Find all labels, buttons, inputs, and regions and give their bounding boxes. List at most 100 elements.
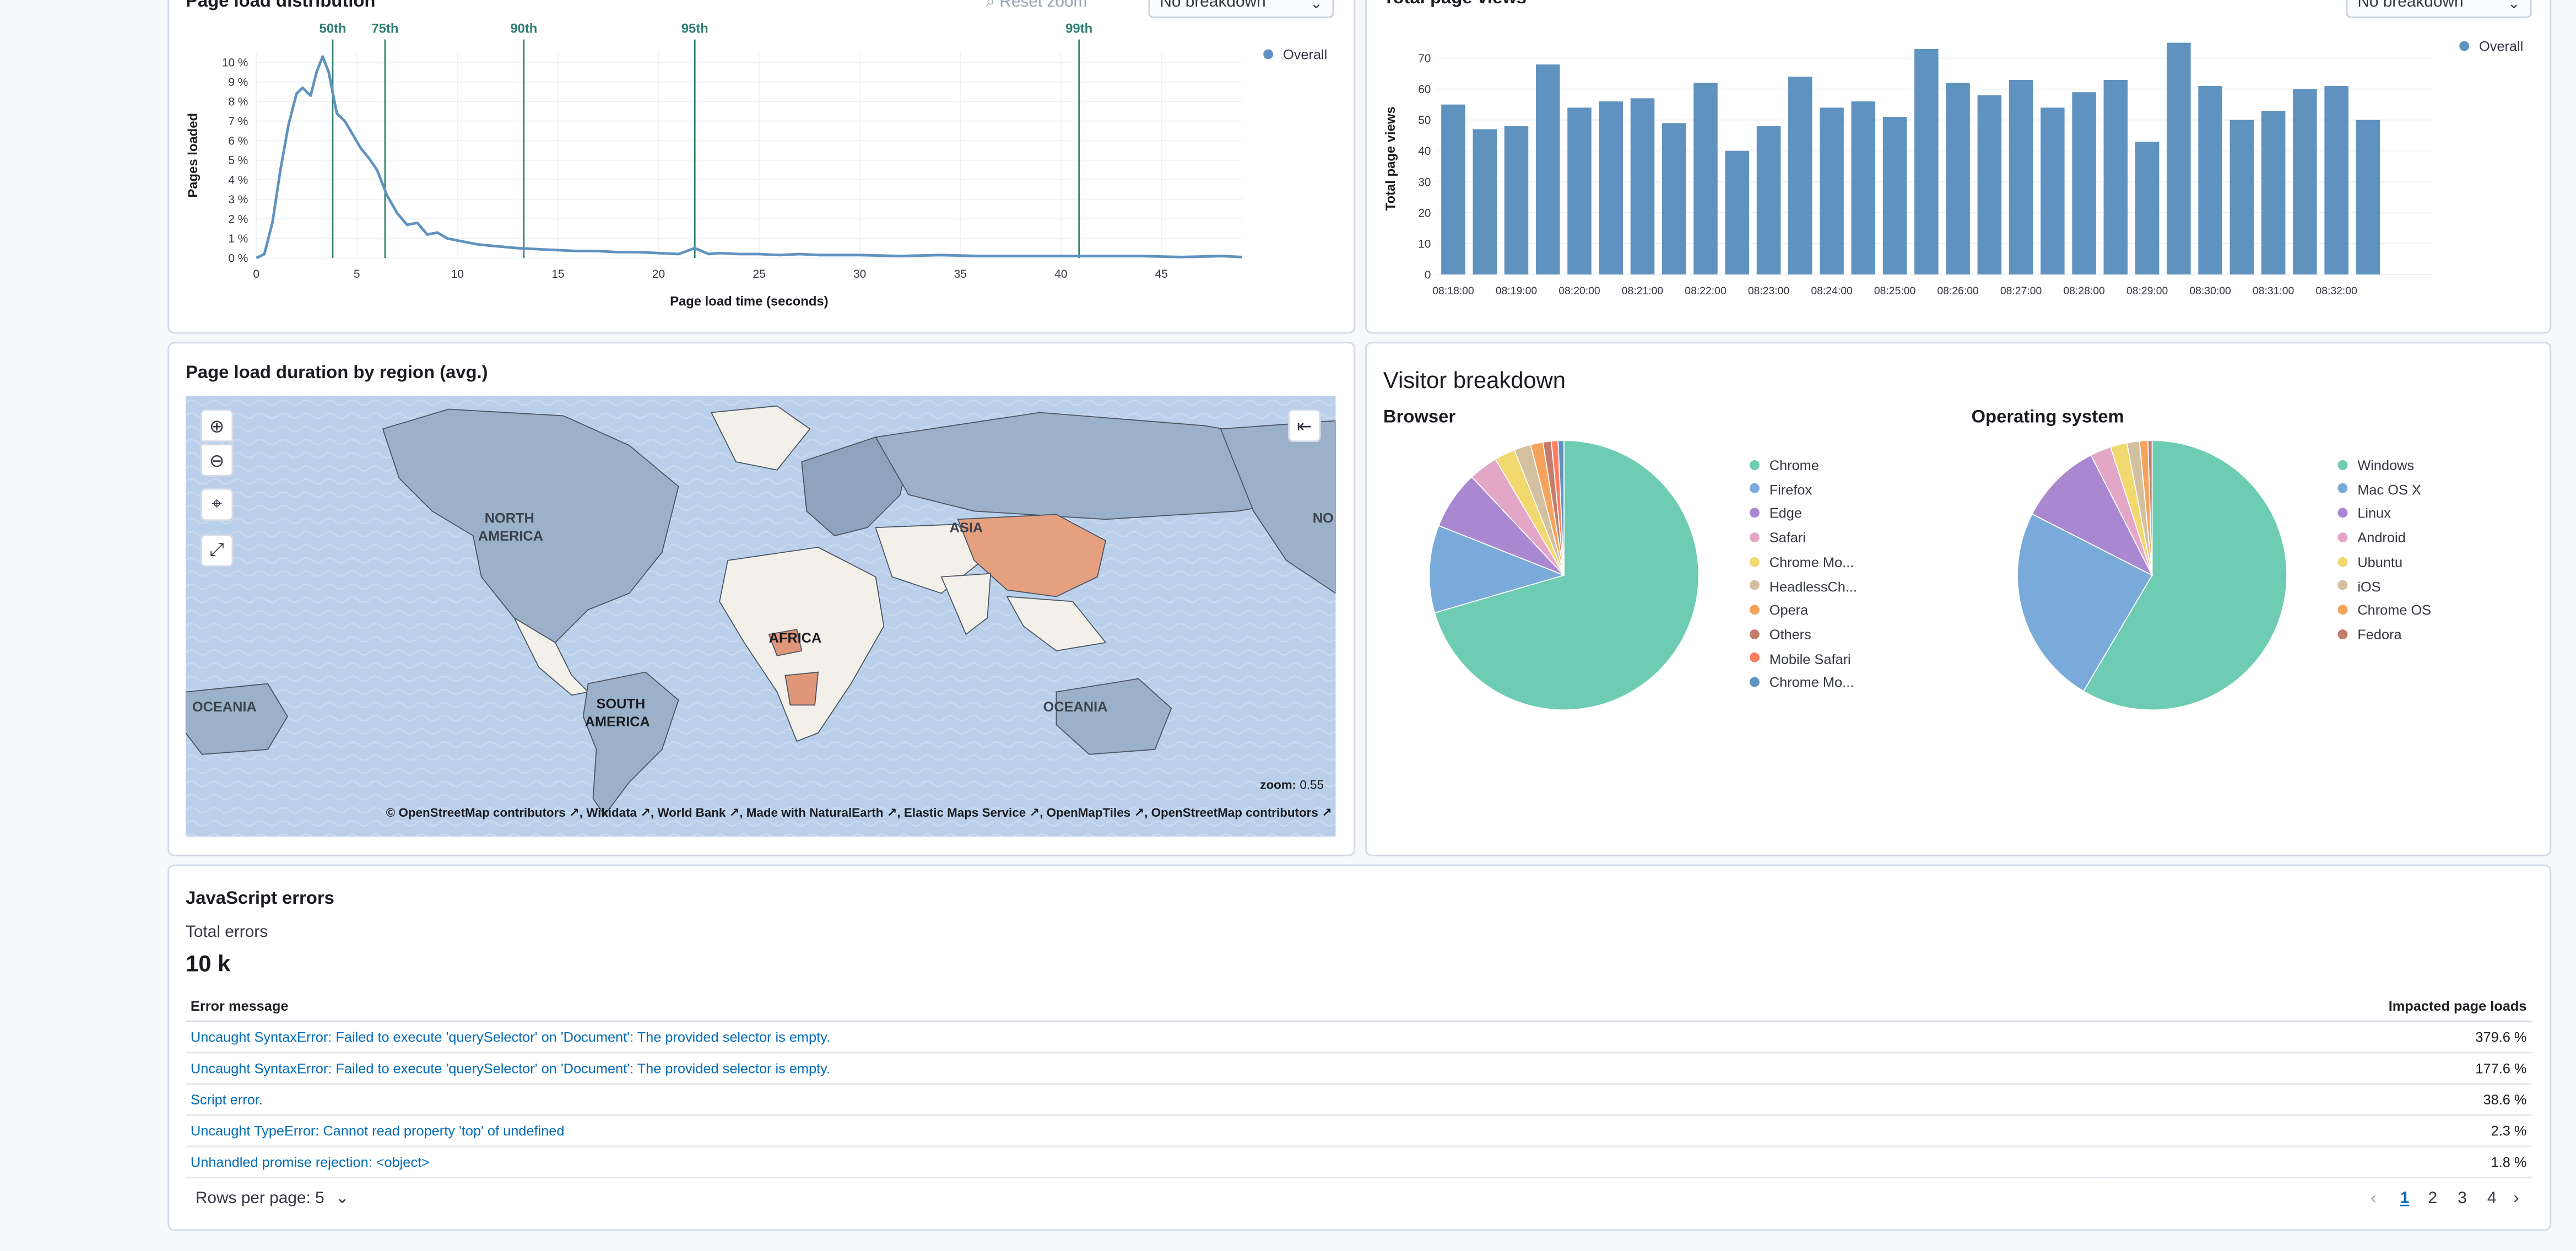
os-legend-label: Linux <box>2357 505 2391 522</box>
browser-legend-item[interactable]: Chrome Mo... <box>1749 675 1854 691</box>
os-legend-label: Fedora <box>2357 626 2402 643</box>
x-tick-label: 08:32:00 <box>2315 285 2357 297</box>
world-map[interactable]: NORTH AMERICA ASIA AFRICA SOUTH AMERICA … <box>185 396 1336 837</box>
attribution-ems[interactable]: Elastic Maps Service <box>903 805 1026 821</box>
x-tick-label: 35 <box>954 268 967 281</box>
fullscreen-button[interactable]: ⤢ <box>200 534 234 567</box>
y-tick-label: 9 % <box>228 76 248 89</box>
pld-legend-overall[interactable]: Overall <box>1263 46 1327 62</box>
browser-legend-item[interactable]: Opera <box>1749 602 1809 618</box>
x-tick-label: 08:28:00 <box>2063 285 2105 297</box>
os-legend-item[interactable]: Linux <box>2337 505 2391 522</box>
pld-breakdown-select[interactable]: No breakdown ⌄ <box>1148 0 1334 18</box>
bar <box>1504 126 1529 275</box>
layer-control-button[interactable]: ⇤ <box>1287 409 1321 443</box>
error-message-link[interactable]: Uncaught SyntaxError: Failed to execute … <box>190 1028 830 1045</box>
attribution-openmaptiles[interactable]: OpenMapTiles <box>1046 805 1131 821</box>
browser-legend-item[interactable]: HeadlessCh... <box>1749 578 1857 595</box>
y-tick-label: 8 % <box>228 96 248 109</box>
browser-slice <box>1557 440 1565 575</box>
error-message-link[interactable]: Script error. <box>190 1091 263 1108</box>
impact-value: 379.6 % <box>2096 1021 2532 1054</box>
bar <box>1756 126 1781 275</box>
reset-zoom-button[interactable]: ⌕ Reset zoom <box>986 0 1087 12</box>
browser-legend-item[interactable]: Edge <box>1749 505 1802 521</box>
bar <box>1693 83 1718 275</box>
attribution-osm[interactable]: © OpenStreetMap contributors <box>386 805 566 821</box>
legend-dot <box>2337 484 2348 494</box>
x-tick-label: 08:27:00 <box>2000 285 2042 297</box>
browser-legend-item[interactable]: Others <box>1749 626 1811 643</box>
page-4-button[interactable]: 4 <box>2487 1190 2497 1208</box>
x-tick-label: 15 <box>551 268 564 281</box>
column-header-impacted-page-loads[interactable]: Impacted page loads <box>2096 991 2532 1022</box>
bar <box>2324 85 2348 275</box>
os-legend-item[interactable]: Chrome OS <box>2337 602 2432 618</box>
chevron-down-icon: ⌄ <box>335 1190 349 1208</box>
error-message-link[interactable]: Uncaught SyntaxError: Failed to execute … <box>190 1060 830 1077</box>
external-link-icon: ↗ <box>640 805 651 821</box>
os-legend-item[interactable]: iOS <box>2337 578 2381 595</box>
error-message-link[interactable]: Uncaught TypeError: Cannot read property… <box>190 1122 565 1139</box>
y-tick-label: 30 <box>1418 176 1431 188</box>
os-legend-item[interactable]: Fedora <box>2337 626 2402 643</box>
browser-legend-item[interactable]: Chrome Mo... <box>1749 553 1854 570</box>
browser-legend-item[interactable]: Chrome <box>1749 457 1819 473</box>
bar <box>2356 120 2380 275</box>
column-header-error-message[interactable]: Error message <box>185 991 2097 1022</box>
zoom-out-button[interactable]: ⊖ <box>200 444 234 477</box>
rows-per-page-button[interactable]: Rows per page: 5 ⌄ <box>195 1190 349 1208</box>
browser-legend-item[interactable]: Safari <box>1749 530 1806 546</box>
os-legend-item[interactable]: Ubuntu <box>2337 553 2403 570</box>
page-2-button[interactable]: 2 <box>2428 1190 2438 1208</box>
legend-dot <box>2337 556 2348 567</box>
bar <box>1567 107 1592 275</box>
os-legend-item[interactable]: Android <box>2337 530 2406 546</box>
attribution-worldbank[interactable]: World Bank <box>657 805 726 821</box>
map-region-north-america <box>382 408 679 644</box>
os-legend-label: iOS <box>2357 578 2381 595</box>
x-tick-label: 40 <box>1054 268 1067 281</box>
legend-dot <box>1749 629 1760 639</box>
browser-legend-item[interactable]: Firefox <box>1749 481 1812 498</box>
bar <box>1977 95 2002 275</box>
page-1-button[interactable]: 1 <box>2400 1190 2410 1208</box>
attribution-wikidata[interactable]: Wikidata <box>586 805 637 821</box>
attribution-naturalearth[interactable]: Made with NaturalEarth <box>746 805 884 821</box>
legend-dot <box>1749 460 1760 470</box>
zoom-in-button[interactable]: ⊕ <box>200 409 234 443</box>
error-message-link[interactable]: Unhandled promise rejection: <object> <box>190 1153 430 1171</box>
y-tick-label: 10 % <box>222 57 248 69</box>
bar <box>1441 104 1465 275</box>
y-tick-label: 2 % <box>228 213 248 226</box>
tpv-legend-overall[interactable]: Overall <box>2459 38 2523 54</box>
attribution-osm-2[interactable]: OpenStreetMap contributors <box>1151 805 1318 821</box>
browser-legend-item[interactable]: Mobile Safari <box>1749 650 1851 667</box>
browser-legend-label: HeadlessCh... <box>1769 578 1857 595</box>
x-tick-label: 45 <box>1155 268 1168 281</box>
page-3-button[interactable]: 3 <box>2458 1190 2467 1208</box>
external-link-icon: ↗ <box>1322 805 1332 821</box>
y-tick-label: 20 <box>1418 207 1431 219</box>
os-slice <box>2082 440 2287 711</box>
previous-page-button[interactable]: ‹ <box>2371 1190 2377 1208</box>
bar <box>1851 101 1876 275</box>
map-region-china <box>957 514 1106 597</box>
os-slice <box>2147 440 2153 575</box>
os-legend-item[interactable]: Windows <box>2337 457 2414 473</box>
os-legend-label: Chrome OS <box>2357 602 2432 618</box>
x-tick-label: 08:21:00 <box>1622 285 1664 297</box>
tpv-breakdown-select[interactable]: No breakdown ⌄ <box>2346 0 2532 18</box>
page-load-distribution-chart: 0 % 1 % 2 % 3 % 4 % 5 % 6 % 7 % 8 % 9 % 10 % 0 5 10 15… <box>186 21 1242 309</box>
y-tick-label: 7 % <box>228 115 248 128</box>
crosshair-icon: ⌖ <box>212 494 222 514</box>
browser-legend-label: Opera <box>1769 602 1809 618</box>
os-legend-label: Ubuntu <box>2357 553 2403 570</box>
os-legend-item[interactable]: Mac OS X <box>2337 481 2421 498</box>
bar <box>1725 150 1750 275</box>
locate-button[interactable]: ⌖ <box>200 488 234 521</box>
next-page-button[interactable]: › <box>2513 1190 2519 1208</box>
percentile-label-75th: 75th <box>371 21 398 36</box>
x-tick-label: 08:29:00 <box>2126 285 2168 297</box>
browser-slice <box>1428 525 1566 614</box>
